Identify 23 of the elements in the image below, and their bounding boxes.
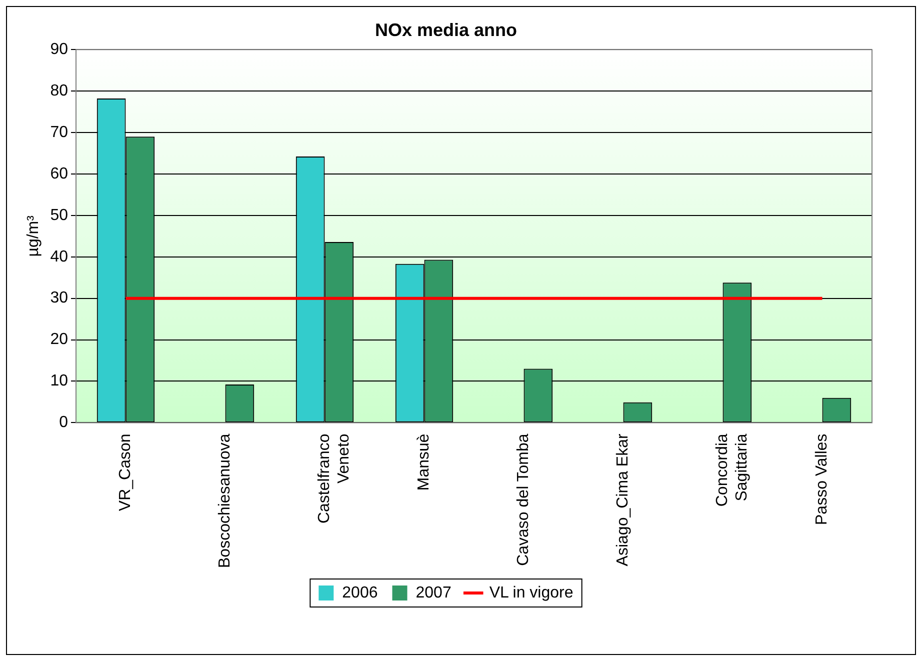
y-axis-title: µg/m³ xyxy=(25,214,42,257)
x-tick-label: Passo Valles xyxy=(814,434,831,525)
x-tick-label: Asiago_Cima Ekar xyxy=(614,433,632,566)
y-tick-label: 0 xyxy=(59,414,68,432)
y-tick-label: 60 xyxy=(50,165,68,182)
legend-label: 2007 xyxy=(416,584,452,602)
legend-label: 2006 xyxy=(342,584,378,602)
chart-title: NOx media anno xyxy=(374,20,518,40)
y-tick-label: 90 xyxy=(50,41,68,58)
y-tick-label: 70 xyxy=(50,124,68,141)
x-tick-label: VR_Cason xyxy=(117,434,134,512)
x-tick-label: Cavaso del Tomba xyxy=(515,434,532,566)
x-tick-label: Castelfranco Veneto xyxy=(316,434,352,524)
x-tick-label: Concordia Sagittaria xyxy=(714,434,750,507)
y-tick-label: 80 xyxy=(50,82,68,100)
legend-label: VL in vigore xyxy=(489,584,574,602)
y-tick-label: 50 xyxy=(50,206,68,224)
y-tick-label: 30 xyxy=(50,290,68,307)
x-tick-label: Mansuè xyxy=(416,434,433,491)
x-tick-label: Boscochiesanuova xyxy=(216,434,234,568)
y-tick-label: 10 xyxy=(50,372,68,390)
y-tick-label: 20 xyxy=(50,331,68,348)
y-tick-label: 40 xyxy=(50,248,68,266)
